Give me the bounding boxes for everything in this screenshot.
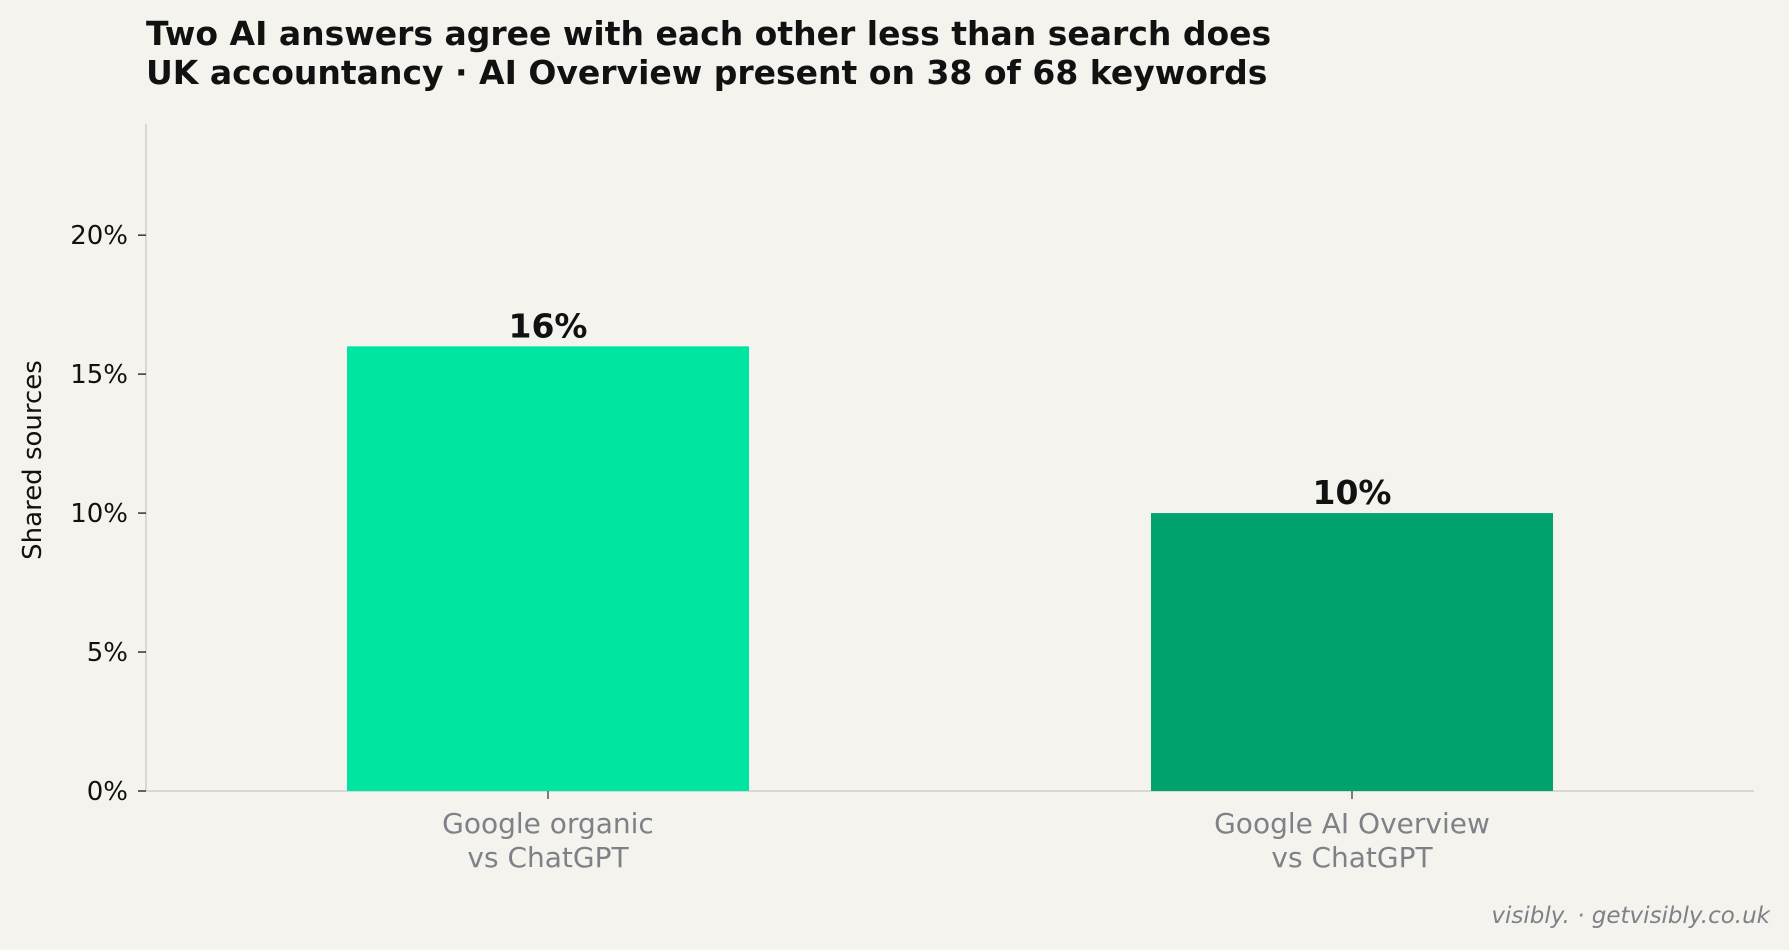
chart-title-block: Two AI answers agree with each other les… xyxy=(146,14,1271,92)
y-tick-label: 15% xyxy=(70,360,128,390)
x-tick-label: Google organic xyxy=(442,807,654,840)
y-tick-label: 20% xyxy=(70,221,128,251)
y-tick-label: 5% xyxy=(87,638,128,668)
y-tick-label: 10% xyxy=(70,499,128,529)
bar xyxy=(1151,513,1553,791)
y-tick-label: 0% xyxy=(87,777,128,807)
bar-value-label: 10% xyxy=(1313,473,1392,512)
y-axis-label: Shared sources xyxy=(18,360,48,560)
x-tick-label: vs ChatGPT xyxy=(1271,841,1433,874)
x-tick-label: Google AI Overview xyxy=(1214,807,1490,840)
chart-subtitle: UK accountancy · AI Overview present on … xyxy=(146,53,1268,92)
x-tick-label: vs ChatGPT xyxy=(467,841,629,874)
bar-value-label: 16% xyxy=(509,306,588,345)
footer-credit: visibly. · getvisibly.co.uk xyxy=(1491,903,1770,929)
chart-title: Two AI answers agree with each other les… xyxy=(146,14,1272,53)
bar xyxy=(347,346,749,791)
